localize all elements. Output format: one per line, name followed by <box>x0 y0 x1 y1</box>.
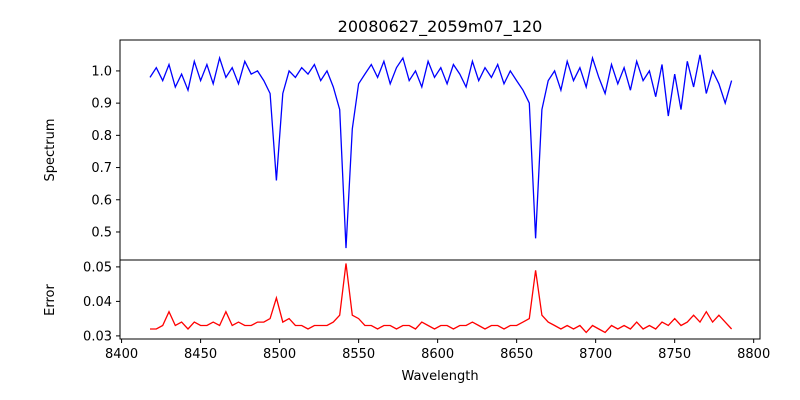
x-tick-label: 8800 <box>737 347 770 362</box>
x-tick-label: 8500 <box>263 347 296 362</box>
spectrum-line <box>149 54 733 249</box>
x-tick-label: 8450 <box>184 347 217 362</box>
x-tick-label: 8650 <box>500 347 533 362</box>
y-tick-label: 0.7 <box>91 161 112 176</box>
x-axis-label: Wavelength <box>401 369 478 384</box>
x-tick-label: 8600 <box>421 347 454 362</box>
x-tick-label: 8400 <box>105 347 138 362</box>
y-tick-label: 0.03 <box>83 329 112 344</box>
y-tick-label: 0.8 <box>91 129 112 144</box>
error-axes: 0.03 0.04 0.05 8400 8450 8500 8550 8600 8650 8700… <box>83 259 770 362</box>
x-tick-label: 8550 <box>342 347 375 362</box>
error-line <box>150 263 733 334</box>
axes-frame <box>119 259 761 340</box>
y-tick-label: 0.05 <box>83 260 112 275</box>
y-tick-label: 0.5 <box>91 225 112 240</box>
spectrum-axes: 0.5 0.6 0.7 0.8 0.9 1.0 <box>91 39 761 261</box>
y-tick-label: 0.9 <box>91 97 112 112</box>
chart-title: 20080627_2059m07_120 <box>338 17 543 37</box>
error-ylabel: Error <box>43 284 58 316</box>
y-tick-label: 1.0 <box>91 64 112 79</box>
y-tick-label: 0.04 <box>83 295 112 310</box>
spectrum-ylabel: Spectrum <box>43 119 58 182</box>
y-tick-label: 0.6 <box>91 193 112 208</box>
x-tick-label: 8750 <box>658 347 691 362</box>
x-tick-label: 8700 <box>579 347 612 362</box>
